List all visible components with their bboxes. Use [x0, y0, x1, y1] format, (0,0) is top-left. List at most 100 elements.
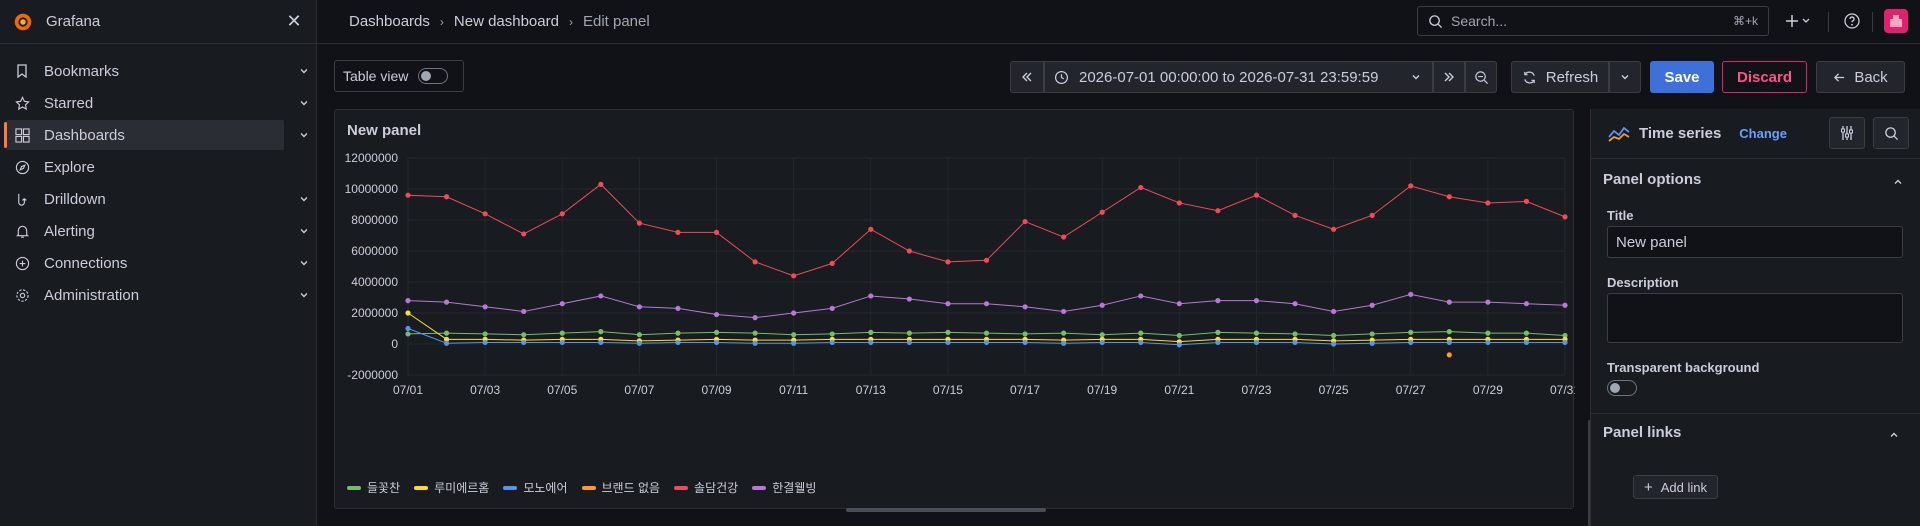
refresh-interval-dropdown[interactable]	[1609, 61, 1641, 93]
legend-item[interactable]: 들꽃찬	[347, 479, 400, 496]
zoom-out-button[interactable]	[1465, 61, 1497, 93]
add-link-button[interactable]: + Add link	[1633, 475, 1719, 499]
time-series-chart[interactable]: 12000000 10000000 8000000 6000000 4000000 200…	[335, 110, 1575, 470]
transparent-switch[interactable]	[1607, 380, 1637, 396]
sidebar-item-bookmarks[interactable]: Bookmarks	[6, 56, 308, 86]
description-textarea[interactable]	[1607, 293, 1903, 343]
chevron-down-icon[interactable]	[298, 97, 310, 109]
breadcrumb-dashboards[interactable]: Dashboards	[349, 13, 430, 30]
chevron-down-icon[interactable]	[298, 225, 310, 237]
table-view-toggle[interactable]: Table view	[334, 60, 464, 92]
data-point	[405, 192, 411, 198]
search-shortcut: ⌘+k	[1732, 14, 1758, 28]
data-point	[1215, 298, 1221, 304]
chevron-up-icon[interactable]	[1888, 429, 1900, 441]
data-point	[1446, 329, 1452, 335]
legend-swatch	[752, 485, 767, 490]
x-tick-label: 07/21	[1164, 383, 1194, 397]
data-point	[1176, 342, 1182, 348]
close-menu-icon[interactable]: ✕	[286, 11, 302, 31]
options-search-button[interactable]	[1873, 117, 1909, 149]
panel-options-section-title[interactable]: Panel options	[1603, 171, 1702, 188]
discard-button[interactable]: Discard	[1722, 61, 1807, 93]
sidebar-item-connections[interactable]: Connections	[6, 248, 308, 278]
chevron-down-icon[interactable]	[298, 193, 310, 205]
chevron-down-icon[interactable]	[298, 289, 310, 301]
data-point	[443, 299, 450, 305]
avatar[interactable]	[1884, 9, 1908, 33]
refresh-button[interactable]: Refresh	[1511, 61, 1609, 93]
table-view-switch[interactable]	[418, 68, 449, 84]
top-bar: Dashboards › New dashboard › Edit panel	[317, 0, 1920, 44]
data-point	[443, 340, 450, 346]
plus-icon: +	[1644, 478, 1653, 496]
add-new-icon[interactable]	[1784, 11, 1814, 31]
gear-icon	[14, 287, 30, 303]
chevron-down-icon[interactable]	[298, 65, 310, 77]
time-shift-forward-button[interactable]	[1433, 61, 1465, 93]
change-viz-button[interactable]: Change	[1739, 126, 1787, 141]
data-point	[636, 332, 642, 338]
back-button[interactable]: Back	[1816, 61, 1905, 93]
data-point	[1446, 299, 1452, 305]
data-point	[752, 259, 758, 265]
data-point	[482, 339, 488, 346]
legend-item[interactable]: 모노에어	[503, 479, 568, 496]
data-point	[1253, 339, 1260, 346]
save-button[interactable]: Save	[1650, 61, 1714, 93]
chevron-down-icon[interactable]	[298, 129, 310, 141]
y-tick-label: 2000000	[351, 306, 398, 320]
sidebar-item-alerting[interactable]: Alerting	[6, 216, 308, 246]
sidebar-item-administration[interactable]: Administration	[6, 280, 308, 310]
breadcrumb-new-dashboard[interactable]: New dashboard	[453, 13, 559, 30]
chevron-down-icon[interactable]	[298, 257, 310, 269]
data-point	[945, 329, 951, 335]
search-input[interactable]: Search... ⌘+k	[1417, 6, 1769, 36]
x-tick-label: 07/25	[1319, 383, 1349, 397]
data-point	[521, 308, 527, 315]
sidebar-item-label: Drilldown	[44, 190, 106, 208]
topbar-divider	[1872, 12, 1873, 32]
data-point	[1446, 352, 1452, 358]
options-filter-button[interactable]	[1829, 117, 1865, 149]
panel-links-section-title[interactable]: Panel links	[1603, 424, 1682, 441]
sidebar-item-starred[interactable]: Starred	[6, 88, 308, 118]
help-icon[interactable]	[1843, 11, 1861, 31]
grafana-logo-icon[interactable]	[12, 11, 34, 33]
chevron-double-left-icon	[1022, 72, 1032, 82]
data-point	[791, 273, 797, 279]
title-input[interactable]: New panel	[1607, 226, 1903, 258]
data-point	[675, 229, 681, 235]
data-point	[906, 330, 912, 336]
sidebar-item-dashboards[interactable]: Dashboards	[4, 120, 308, 150]
visualization-picker: Time series Change	[1591, 109, 1920, 159]
legend-item[interactable]: 한결웰빙	[752, 479, 816, 496]
data-point	[713, 229, 720, 235]
y-tick-label: 0	[391, 337, 398, 351]
switch-knob	[1610, 383, 1620, 393]
time-range-picker[interactable]: 2026-07-01 00:00:00 to 2026-07-31 23:59:…	[1044, 61, 1433, 93]
x-tick-label: 07/07	[624, 383, 654, 397]
legend-item[interactable]: 브랜드 없음	[581, 479, 660, 496]
search-placeholder: Search...	[1451, 13, 1508, 29]
sidebar-item-explore[interactable]: Explore	[6, 152, 284, 182]
horizontal-scrollbar[interactable]	[846, 508, 1046, 512]
sidebar: Grafana ✕ Bookmarks Starred Dashboards E	[0, 0, 317, 526]
sidebar-item-drilldown[interactable]: Drilldown	[6, 184, 308, 214]
sync-icon	[1523, 70, 1535, 84]
legend-item[interactable]: 루미에르홈	[414, 479, 489, 496]
compass-icon	[14, 159, 30, 175]
data-point	[1099, 332, 1105, 338]
data-point	[1485, 299, 1491, 305]
data-point	[1331, 226, 1337, 232]
chevron-up-icon[interactable]	[1892, 176, 1904, 188]
data-point	[559, 301, 565, 307]
data-point	[1446, 194, 1452, 200]
time-shift-back-button[interactable]	[1010, 61, 1044, 93]
data-point	[482, 211, 488, 217]
data-point	[1215, 329, 1221, 335]
data-point	[1408, 329, 1414, 335]
data-point	[1369, 212, 1375, 218]
drilldown-icon	[14, 191, 30, 207]
legend-item[interactable]: 솔담건강	[674, 479, 738, 496]
